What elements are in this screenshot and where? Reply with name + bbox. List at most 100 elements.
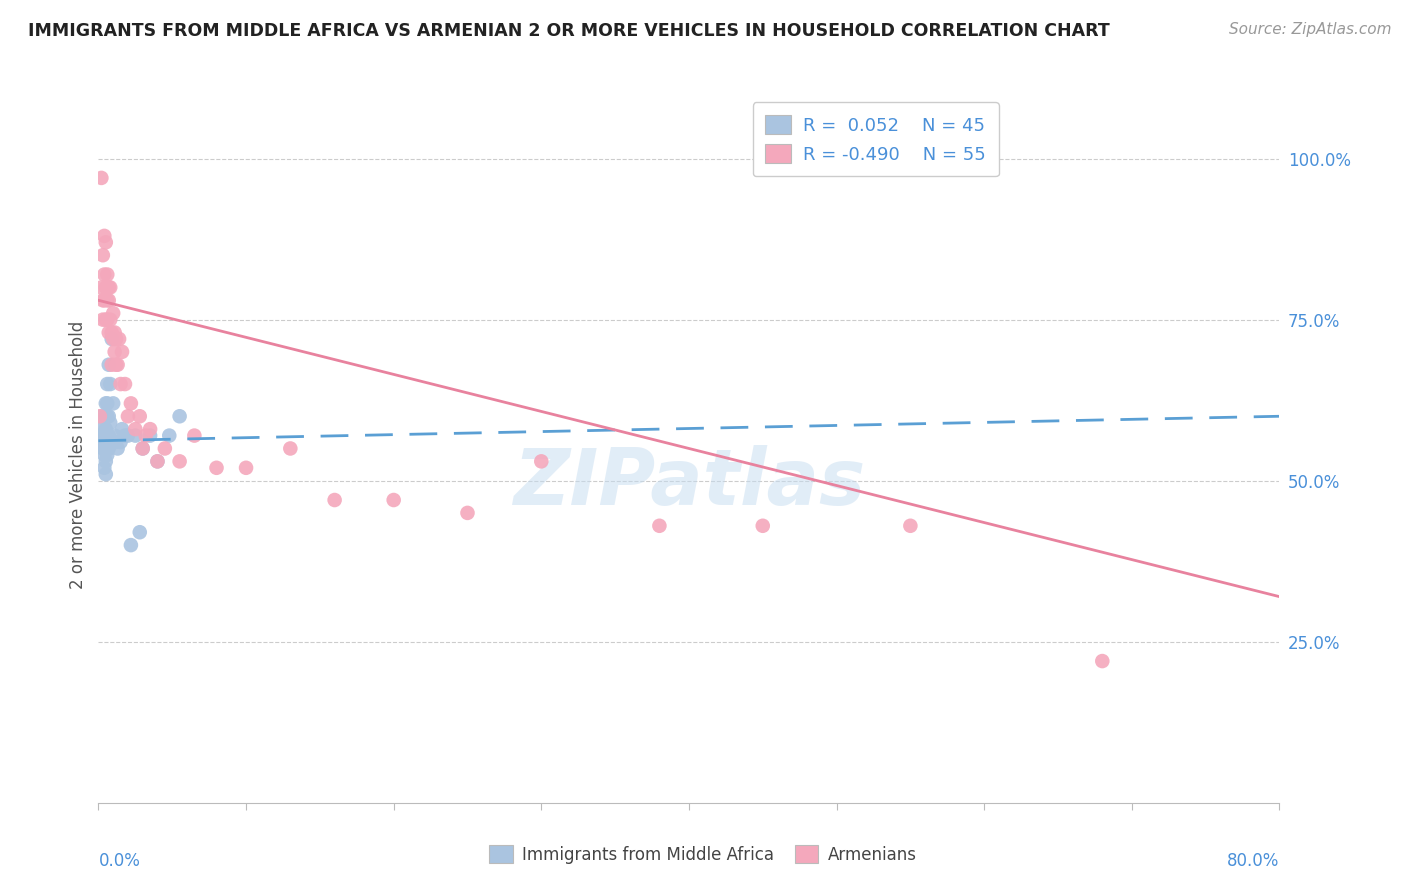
- Point: [103, 435, 125, 450]
- Point: [96, 409, 118, 424]
- Point: [93, 460, 115, 475]
- Point: [91, 312, 114, 326]
- Point: [93, 435, 115, 450]
- Point: [1091, 654, 1114, 668]
- Point: [110, 435, 132, 450]
- Point: [110, 377, 132, 392]
- Point: [98, 280, 121, 294]
- Point: [100, 358, 122, 372]
- Point: [751, 518, 773, 533]
- Point: [91, 248, 114, 262]
- Text: Source: ZipAtlas.com: Source: ZipAtlas.com: [1229, 22, 1392, 37]
- Point: [96, 396, 118, 410]
- Point: [100, 326, 122, 340]
- Point: [105, 332, 128, 346]
- Point: [94, 454, 117, 468]
- Point: [97, 358, 120, 372]
- Legend: Immigrants from Middle Africa, Armenians: Immigrants from Middle Africa, Armenians: [482, 838, 924, 871]
- Point: [98, 377, 121, 392]
- Point: [96, 268, 118, 282]
- Point: [107, 442, 129, 456]
- Point: [90, 280, 112, 294]
- Point: [135, 428, 157, 442]
- Point: [111, 344, 134, 359]
- Point: [97, 428, 120, 442]
- Point: [278, 442, 302, 456]
- Point: [91, 293, 114, 308]
- Point: [90, 422, 112, 436]
- Point: [93, 268, 115, 282]
- Point: [235, 460, 257, 475]
- Point: [97, 280, 120, 294]
- Point: [94, 280, 117, 294]
- Point: [90, 170, 112, 185]
- Point: [104, 326, 127, 340]
- Point: [117, 409, 139, 424]
- Point: [114, 377, 136, 392]
- Point: [93, 448, 115, 462]
- Point: [108, 332, 131, 346]
- Point: [139, 422, 162, 436]
- Point: [96, 377, 118, 392]
- Point: [900, 518, 922, 533]
- Y-axis label: 2 or more Vehicles in Household: 2 or more Vehicles in Household: [69, 321, 87, 589]
- Text: ZIPatlas: ZIPatlas: [513, 445, 865, 521]
- Point: [146, 454, 169, 468]
- Point: [96, 435, 118, 450]
- Point: [96, 293, 118, 308]
- Point: [94, 396, 117, 410]
- Point: [94, 312, 117, 326]
- Point: [97, 442, 120, 456]
- Point: [97, 293, 120, 308]
- Point: [103, 396, 125, 410]
- Point: [107, 358, 129, 372]
- Point: [128, 409, 150, 424]
- Point: [157, 428, 180, 442]
- Point: [124, 422, 146, 436]
- Point: [98, 312, 121, 326]
- Point: [93, 293, 115, 308]
- Text: 0.0%: 0.0%: [98, 852, 141, 870]
- Point: [132, 442, 155, 456]
- Point: [128, 525, 150, 540]
- Point: [94, 422, 117, 436]
- Point: [94, 409, 117, 424]
- Point: [93, 442, 115, 456]
- Point: [111, 422, 134, 436]
- Point: [104, 344, 127, 359]
- Text: 80.0%: 80.0%: [1227, 852, 1279, 870]
- Point: [117, 428, 139, 442]
- Point: [382, 493, 405, 508]
- Point: [89, 428, 111, 442]
- Point: [96, 448, 118, 462]
- Point: [97, 326, 120, 340]
- Point: [132, 442, 155, 456]
- Point: [94, 442, 117, 456]
- Point: [169, 409, 191, 424]
- Point: [97, 409, 120, 424]
- Point: [98, 416, 121, 430]
- Point: [114, 428, 136, 442]
- Point: [104, 428, 127, 442]
- Point: [91, 435, 114, 450]
- Point: [91, 442, 114, 456]
- Legend: R =  0.052    N = 45, R = -0.490    N = 55: R = 0.052 N = 45, R = -0.490 N = 55: [752, 103, 998, 177]
- Point: [91, 428, 114, 442]
- Point: [323, 493, 346, 508]
- Point: [103, 306, 125, 320]
- Point: [530, 454, 553, 468]
- Point: [89, 409, 111, 424]
- Point: [146, 454, 169, 468]
- Point: [456, 506, 478, 520]
- Point: [100, 332, 122, 346]
- Point: [120, 396, 142, 410]
- Point: [105, 358, 128, 372]
- Point: [120, 538, 142, 552]
- Point: [205, 460, 228, 475]
- Point: [169, 454, 191, 468]
- Point: [94, 467, 117, 482]
- Point: [96, 312, 118, 326]
- Point: [153, 442, 176, 456]
- Point: [93, 228, 115, 243]
- Point: [94, 235, 117, 250]
